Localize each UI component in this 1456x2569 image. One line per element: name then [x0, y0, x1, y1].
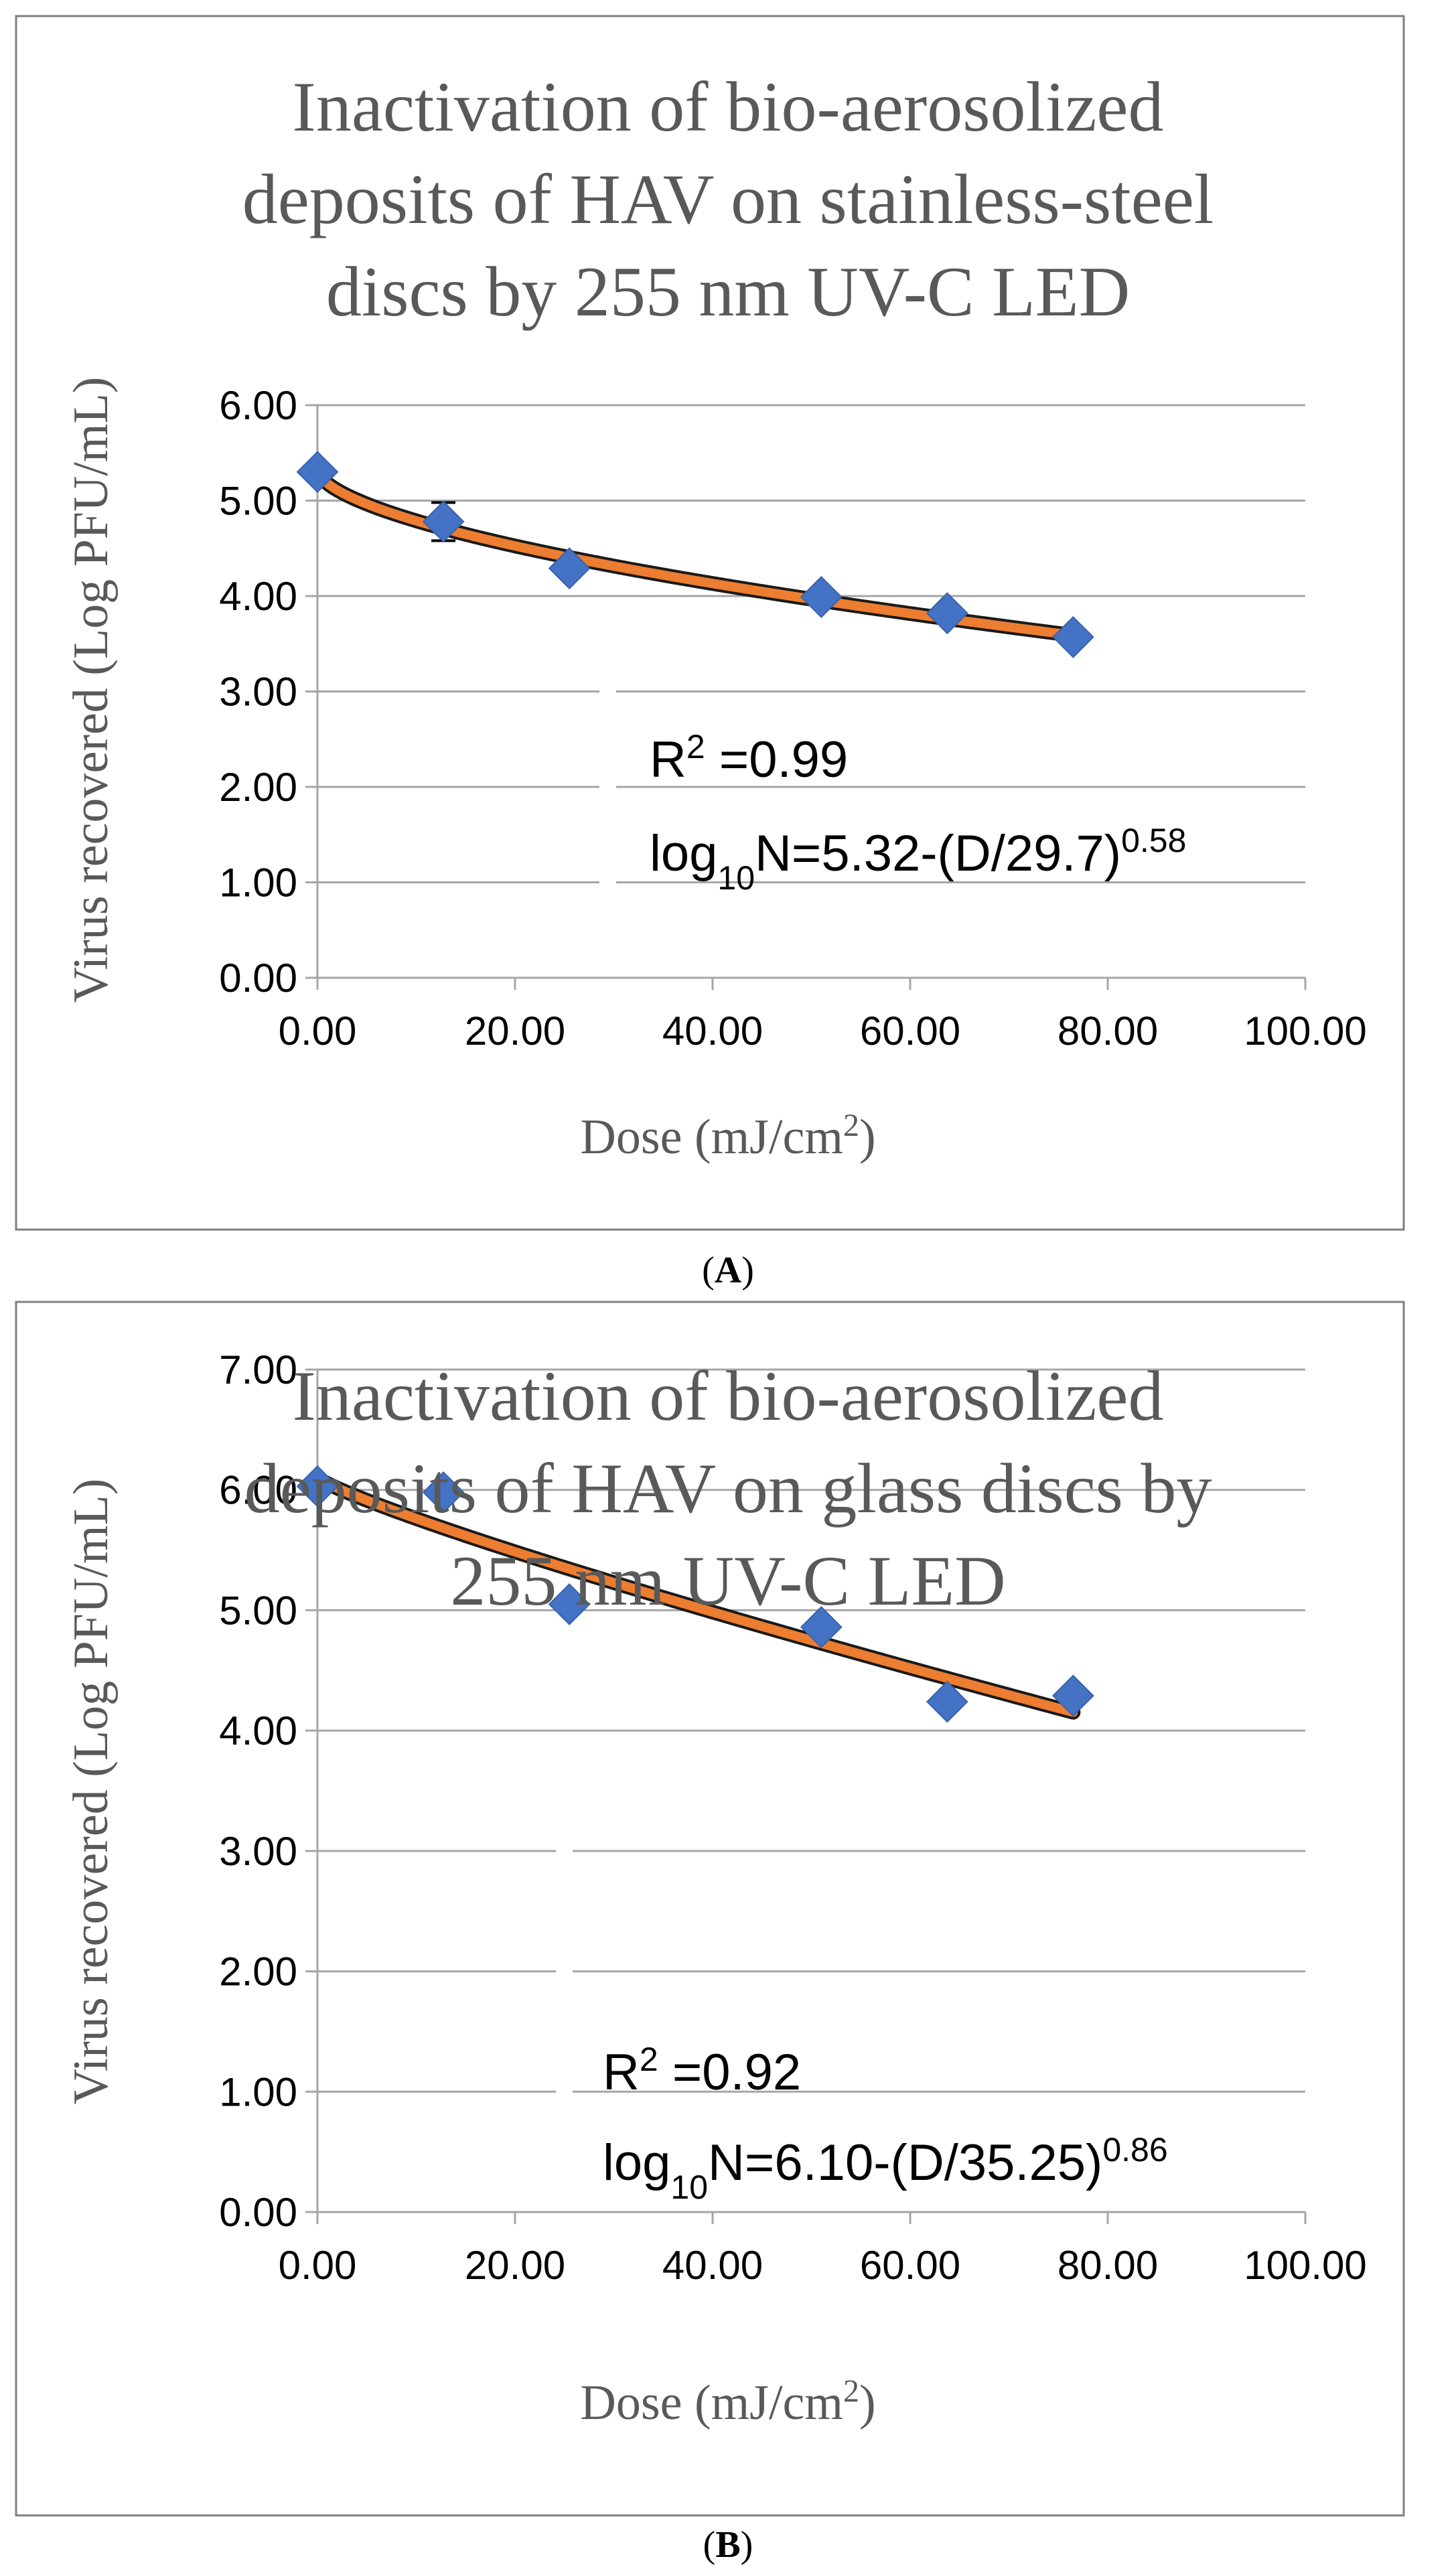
panel-label-a: (A): [702, 1250, 754, 1291]
title-line-a-2: discs by 255 nm UV-C LED: [326, 252, 1130, 331]
chart-panel-b: 0.00 20.00 40.00 60.00 80.00 100.00 0.00 1.00 2.…: [15, 1301, 1405, 2517]
annotation-a: R2 =0.99 log10N=5.32-(D/29.7)0.58: [650, 728, 1186, 897]
annotation-gap-b: [556, 1837, 573, 2185]
x-tick-label-a-2: 40.00: [662, 1009, 763, 1053]
y-tick-label-a-1: 1.00: [219, 861, 297, 905]
fit-equation-b: log10N=6.10-(D/35.25)0.86: [603, 2131, 1168, 2206]
y-tick-label-b-3: 3.00: [219, 1829, 297, 1874]
fit-curve-b: [310, 1470, 1081, 1720]
data-point-b-1: [422, 1471, 465, 1514]
y-tick-label-a-0: 0.00: [219, 956, 297, 1001]
chart-frame-a: [15, 15, 1405, 1231]
axis-labels-a: Dose (mJ/cm2) Virus recovered (Log PFU/mL…: [64, 377, 876, 1165]
x-tick-label-b-4: 80.00: [1058, 2243, 1158, 2288]
x-tick-label-b-0: 0.00: [279, 2243, 357, 2288]
tick-labels-a: 0.00 20.00 40.00 60.00 80.00 100.00 0.00 1.00 2.…: [219, 383, 1367, 1053]
x-tick-label-a-3: 60.00: [860, 1009, 960, 1053]
x-tick-label-a-0: 0.00: [279, 1009, 357, 1053]
data-point-a-4: [926, 592, 968, 635]
chart-frame-b: [15, 1301, 1405, 2517]
y-tick-label-a-5: 5.00: [219, 479, 297, 524]
y-axis-label-a: Virus recovered (Log PFU/mL): [64, 377, 119, 1003]
x-tick-label-b-2: 40.00: [662, 2243, 763, 2288]
data-point-b-2: [548, 1583, 591, 1625]
data-point-a-1: [422, 500, 465, 543]
y-tick-label-b-4: 4.00: [219, 1708, 297, 1753]
fit-curve-line-b: [313, 1473, 1078, 1717]
fit-equation-a: log10N=5.32-(D/29.7)0.58: [650, 822, 1186, 897]
data-point-b-5: [1051, 1674, 1094, 1717]
y-tick-label-a-4: 4.00: [219, 574, 297, 619]
data-points-a: [296, 451, 1094, 658]
chart-title-b: Inactivation of bio-aerosolized deposits …: [244, 1357, 1212, 1620]
r-squared-b: R2 =0.92: [603, 2041, 801, 2101]
x-tick-label-b-3: 60.00: [860, 2243, 960, 2288]
y-tick-label-a-3: 3.00: [219, 670, 297, 715]
data-point-b-3: [800, 1606, 843, 1649]
data-point-a-2: [548, 547, 591, 590]
title-line-b-1: deposits of HAV on glass discs by: [244, 1449, 1212, 1528]
annotation-gap-a: [599, 678, 616, 951]
annotation-b: R2 =0.92 log10N=6.10-(D/35.25)0.86: [603, 2041, 1168, 2206]
y-tick-label-a-6: 6.00: [219, 383, 297, 428]
panel-label-b: (B): [703, 2524, 753, 2566]
title-line-b-0: Inactivation of bio-aerosolized: [293, 1357, 1164, 1435]
data-point-b-4: [926, 1680, 968, 1723]
y-tick-label-b-1: 1.00: [219, 2069, 297, 2114]
axes-a: [305, 404, 1307, 990]
x-tick-label-a-5: 100.00: [1244, 1009, 1367, 1053]
x-axis-label-a: Dose (mJ/cm2): [580, 1108, 875, 1165]
x-axis-label-b: Dose (mJ/cm2): [580, 2373, 875, 2431]
r-squared-a: R2 =0.99: [650, 728, 848, 788]
y-tick-label-a-2: 2.00: [219, 765, 297, 810]
axes-b: [305, 1368, 1307, 2224]
y-tick-label-b-7: 7.00: [219, 1347, 297, 1392]
tick-labels-b: 0.00 20.00 40.00 60.00 80.00 100.00 0.00 1.00 2.…: [219, 1347, 1367, 2288]
data-point-a-0: [296, 451, 339, 494]
x-tick-label-a-1: 20.00: [465, 1009, 565, 1053]
x-tick-label-a-4: 80.00: [1058, 1009, 1158, 1053]
y-tick-label-b-6: 6.00: [219, 1468, 297, 1513]
chart-panel-a: 0.00 20.00 40.00 60.00 80.00 100.00 0.00 1.00 2.…: [15, 15, 1405, 1231]
data-point-a-5: [1051, 615, 1094, 658]
axis-labels-b: Dose (mJ/cm2) Virus recovered (Log PFU/mL…: [64, 1479, 876, 2430]
title-line-a-1: deposits of HAV on stainless-steel: [242, 160, 1214, 238]
chart-title-a: Inactivation of bio-aerosolized deposits …: [242, 68, 1214, 331]
title-line-b-2: 255 nm UV-C LED: [450, 1542, 1005, 1620]
y-tick-label-b-0: 0.00: [219, 2190, 297, 2235]
y-axis-label-b: Virus recovered (Log PFU/mL): [64, 1479, 119, 2105]
x-tick-label-b-5: 100.00: [1244, 2243, 1367, 2288]
data-point-b-0: [296, 1465, 339, 1508]
data-point-a-3: [800, 576, 843, 618]
y-tick-label-b-2: 2.00: [219, 1950, 297, 1994]
x-tick-label-b-1: 20.00: [465, 2243, 565, 2288]
title-line-a-0: Inactivation of bio-aerosolized: [293, 68, 1164, 146]
y-tick-label-b-5: 5.00: [219, 1588, 297, 1633]
data-points-b: [296, 1465, 1094, 1723]
